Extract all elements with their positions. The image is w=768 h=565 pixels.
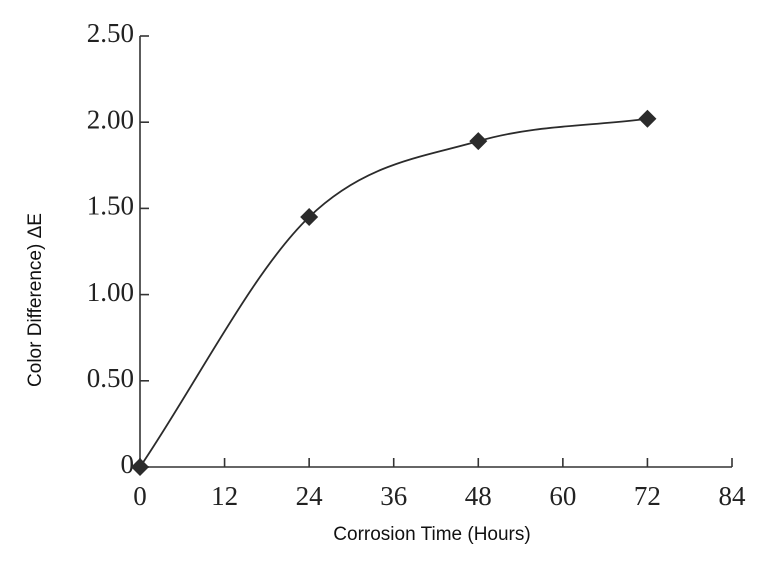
x-tick-label: 84 — [719, 481, 747, 511]
marker — [638, 109, 657, 128]
x-tick-label: 36 — [380, 481, 407, 511]
y-tick-label: 0 — [121, 449, 135, 479]
y-axis-label: Color Difference) ΔE — [25, 213, 46, 387]
x-tick-label: 24 — [296, 481, 324, 511]
marker — [469, 132, 488, 151]
y-tick-label: 1.50 — [87, 191, 134, 221]
x-tick-label: 60 — [549, 481, 576, 511]
y-tick-label: 2.50 — [87, 18, 134, 48]
x-tick-label: 72 — [634, 481, 661, 511]
x-tick-label: 12 — [211, 481, 238, 511]
marker — [300, 208, 319, 227]
y-tick-label: 0.50 — [87, 363, 134, 393]
x-axis-label: Corrosion Time (Hours) — [333, 524, 530, 545]
x-tick-label: 48 — [465, 481, 492, 511]
x-tick-label: 0 — [133, 481, 147, 511]
marker — [131, 458, 149, 476]
y-tick-label: 1.00 — [87, 277, 134, 307]
line — [139, 117, 648, 468]
y-tick-label: 2.00 — [87, 104, 134, 134]
